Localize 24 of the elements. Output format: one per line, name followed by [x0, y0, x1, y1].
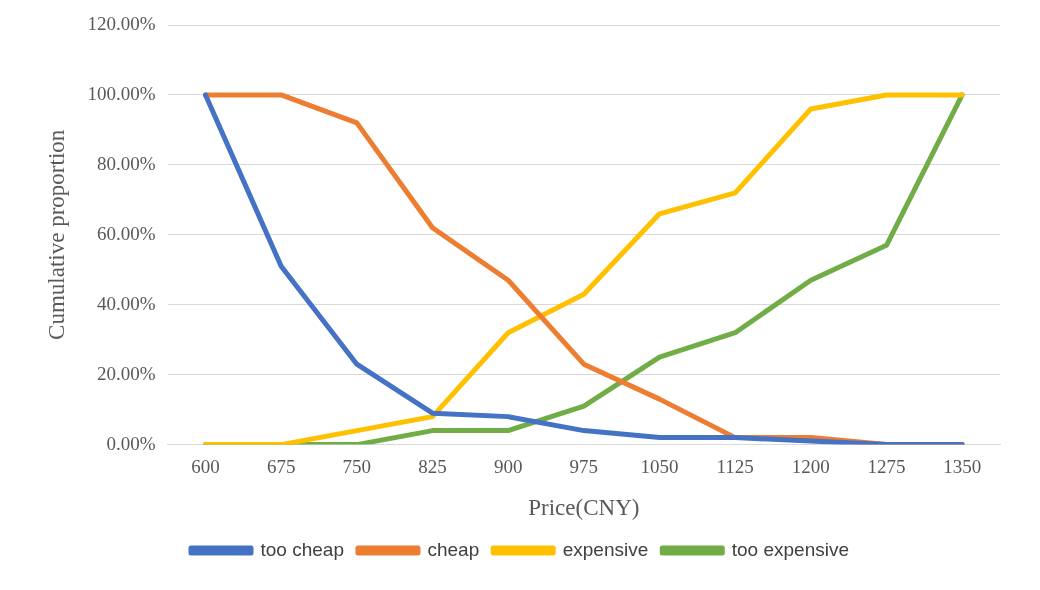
y-axis-title: Cumulative proportion: [43, 129, 69, 340]
y-tick-label: 0.00%: [106, 432, 156, 454]
y-tick-label: 60.00%: [97, 222, 156, 244]
y-tick-label: 120.00%: [87, 12, 156, 34]
y-tick-label: 40.00%: [97, 292, 156, 314]
y-tick-label: 20.00%: [97, 362, 156, 384]
x-tick-label: 900: [493, 455, 523, 477]
legend-label: too cheap: [260, 538, 344, 560]
legend-label: expensive: [562, 538, 649, 560]
x-tick-label: 1275: [867, 455, 906, 477]
x-axis-title: Price(CNY): [528, 495, 640, 521]
x-tick-label: 1050: [640, 455, 679, 477]
x-tick-label: 1350: [943, 455, 982, 477]
y-tick-label: 100.00%: [87, 82, 156, 104]
x-tick-label: 675: [266, 455, 296, 477]
x-tick-label: 1200: [791, 455, 830, 477]
legend-label: too expensive: [731, 538, 850, 560]
x-tick-label: 750: [342, 455, 372, 477]
x-tick-label: 975: [569, 455, 599, 477]
x-tick-label: 825: [418, 455, 447, 477]
x-tick-label: 600: [191, 455, 220, 477]
legend-label: cheap: [427, 538, 480, 560]
x-tick-label: 1125: [716, 455, 754, 477]
y-tick-label: 80.00%: [97, 152, 156, 174]
